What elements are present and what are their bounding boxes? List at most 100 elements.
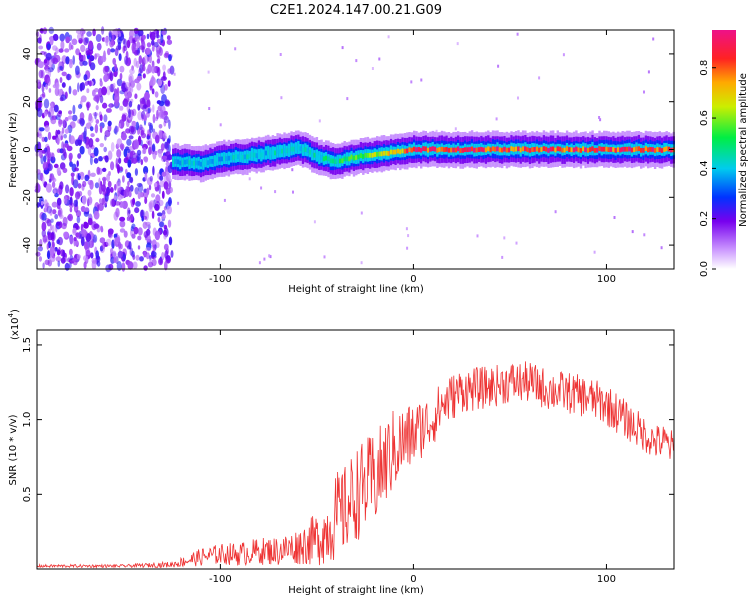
heatmap-noise-cell [59, 181, 64, 190]
heatmap-noise-cell [135, 121, 140, 131]
heatmap-noise-cell [161, 155, 168, 160]
heatmap-ridge-core [218, 156, 221, 162]
heatmap-ridge-core [630, 147, 634, 153]
heatmap-ridge-core [603, 146, 606, 152]
heatmap-noise-cell [37, 246, 44, 252]
heatmap-ridge-core [510, 146, 513, 151]
heatmap-noise-cell [98, 156, 103, 162]
heatmap-speck [631, 230, 634, 234]
heatmap-noise-cell [47, 131, 52, 141]
heatmap-noise-cell [109, 71, 114, 82]
heatmap-noise-cell [80, 82, 86, 91]
heatmap-ridge-core [332, 158, 335, 164]
heatmap-noise-cell [104, 155, 109, 163]
heatmap-noise-cell [107, 150, 113, 160]
heatmap-noise-cell [156, 100, 162, 105]
heatmap-speck [258, 261, 261, 265]
heatmap-noise-cell [109, 103, 112, 109]
heatmap-panel: -100 0 100 -40 -20 0 20 40 Height of straight … [8, 26, 675, 295]
heatmap-noise-cell [83, 241, 89, 250]
heatmap-ridge-core [357, 154, 360, 160]
heatmap-noise-cell [71, 114, 78, 122]
heatmap-x-tick-label: 100 [597, 274, 616, 285]
heatmap-speck [599, 118, 602, 122]
heatmap-noise-cell [146, 98, 151, 109]
heatmap-noise-cell [163, 181, 169, 190]
heatmap-ridge-core [475, 147, 478, 153]
heatmap-noise-cell [83, 255, 89, 262]
heatmap-noise-cell [110, 161, 115, 171]
heatmap-ridge-core [341, 158, 344, 164]
heatmap-noise-cell [42, 161, 49, 171]
heatmap-ridge-core [336, 158, 339, 164]
heatmap-noise-cell [80, 236, 85, 247]
heatmap-noise-cell [168, 186, 174, 194]
heatmap-ridge-core [373, 152, 376, 157]
heatmap-noise-cell [88, 80, 92, 87]
heatmap-speck [260, 186, 263, 190]
heatmap-speck [554, 210, 557, 214]
heatmap-noise-cell [69, 161, 73, 168]
heatmap-ridge-core [366, 153, 370, 158]
heatmap-ridge [172, 130, 675, 183]
heatmap-noise-cell [168, 54, 172, 62]
heatmap-noise-cell [73, 199, 78, 207]
heatmap-noise-cell [65, 184, 70, 194]
heatmap-noise-cell [72, 257, 77, 262]
heatmap-speck [360, 261, 363, 265]
heatmap-ridge-core [257, 151, 261, 157]
heatmap-noise-cell [131, 43, 136, 53]
heatmap-noise-cell [152, 244, 157, 252]
heatmap-ridge-core [359, 153, 363, 158]
heatmap-ridge-core [466, 147, 469, 153]
heatmap-ridge-core [420, 147, 423, 153]
heatmap-ridge-core [271, 150, 275, 156]
heatmap-noise-cell [164, 141, 169, 149]
heatmap-noise-cell [160, 143, 165, 151]
heatmap-speck [647, 70, 650, 74]
heatmap-ridge-core [274, 150, 277, 156]
heatmap-noise-cell [94, 111, 97, 120]
heatmap-ridge-core [276, 148, 279, 154]
heatmap-noise-cell [41, 83, 45, 93]
heatmap-noise-cell [77, 33, 82, 41]
heatmap-noise-cell [85, 50, 91, 56]
heatmap-noise-cell [142, 65, 146, 72]
heatmap-noise-cell [88, 138, 94, 148]
snr-y-tick-label: 1.5 [22, 337, 33, 353]
heatmap-noise-cell [149, 85, 153, 91]
heatmap-noise-cell [45, 84, 49, 90]
heatmap-noise-cell [118, 122, 122, 128]
heatmap-noise-cell [161, 214, 166, 220]
heatmap-noise-cell [84, 81, 89, 86]
colorbar-tick-label: 0.2 [699, 211, 710, 227]
heatmap-noise-cell [115, 157, 119, 168]
colorbar-label: Normalized spectral amplitude [738, 73, 749, 227]
heatmap-ridge-core [225, 156, 228, 161]
heatmap-noise-cell [82, 180, 87, 188]
heatmap-noise-cell [47, 250, 51, 260]
heatmap-ridge-core [653, 148, 657, 153]
heatmap-noise-cell [89, 62, 96, 71]
heatmap-noise-cell [158, 109, 164, 118]
heatmap-noise-cell [44, 136, 48, 143]
heatmap-ridge-core [376, 151, 379, 157]
heatmap-noise-cell [151, 251, 157, 258]
heatmap-noise-cell [67, 213, 74, 222]
heatmap-noise-cell [157, 66, 161, 77]
heatmap-y-ticks: -40 -20 0 20 40 [22, 48, 674, 253]
heatmap-noise-cell [147, 63, 152, 74]
heatmap-ridge-core [480, 146, 483, 152]
heatmap-speck [501, 255, 504, 259]
heatmap-noise-cell [52, 135, 57, 140]
heatmap-noise-cell [55, 47, 59, 54]
heatmap-speck [208, 107, 211, 110]
heatmap-ridge-core [181, 160, 184, 165]
heatmap-ridge-core [589, 147, 592, 152]
heatmap-noise-cell [53, 104, 59, 113]
heatmap-noise-cell [42, 262, 45, 269]
heatmap-noise-cell [133, 139, 140, 150]
heatmap-ridge-core [626, 146, 629, 152]
heatmap-ridge-core [394, 149, 397, 155]
heatmap-ridge-core [635, 146, 638, 152]
